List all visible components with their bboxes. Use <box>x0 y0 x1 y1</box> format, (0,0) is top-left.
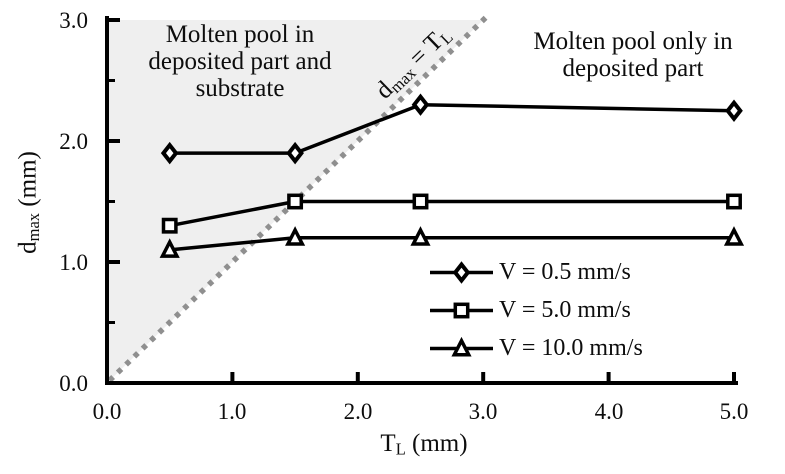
y-tick-label: 0.0 <box>59 371 88 396</box>
legend-label-v0.5: V = 0.5 mm/s <box>499 259 631 285</box>
square-marker <box>453 302 470 319</box>
y-axis-title-base: d <box>14 241 42 254</box>
diamond-marker <box>286 141 304 165</box>
x-tick-label: 1.0 <box>217 399 247 424</box>
series-line-1 <box>169 199 734 228</box>
axes-frame <box>105 16 738 385</box>
y-tick-label: 1.0 <box>59 250 88 275</box>
square-marker <box>161 217 178 234</box>
square-marker <box>726 193 742 210</box>
square-marker <box>287 193 304 210</box>
x-axis-title-rest: (mm) <box>405 430 468 457</box>
x-tick-label: 3.0 <box>468 399 498 424</box>
legend-label-v10.0: V = 10.0 mm/s <box>499 335 643 361</box>
annotation-molten-pool-deposited: Molten pool only in deposited part <box>533 28 733 82</box>
y-axis-title: dmax (mm) <box>14 53 44 353</box>
triangle-marker <box>723 226 745 246</box>
triangle-marker <box>159 238 180 258</box>
series-line-2 <box>169 236 734 252</box>
annotation-molten-pool-substrate: Molten pool in deposited part and substr… <box>148 21 332 102</box>
y-tick-label: 2.0 <box>59 129 88 154</box>
reference-dotted-line <box>107 11 492 383</box>
y-axis-title-rest: (mm) <box>14 151 42 213</box>
x-tick-label: 0.0 <box>92 399 122 424</box>
triangle-marker <box>410 226 431 246</box>
triangle-marker <box>285 226 306 246</box>
diamond-marker <box>452 261 471 284</box>
x-tick-label: 2.0 <box>343 399 373 424</box>
y-axis-title-sub: max <box>24 212 44 242</box>
x-axis-title: TL (mm) <box>324 430 524 457</box>
x-axis-title-base: T <box>380 430 396 457</box>
series-line-0 <box>169 102 735 155</box>
x-tick-label: 4.0 <box>594 399 624 424</box>
legend-label-v5.0: V = 5.0 mm/s <box>499 297 631 323</box>
y-tick-label: 3.0 <box>59 8 88 33</box>
square-marker <box>412 193 429 210</box>
diamond-marker <box>160 141 179 165</box>
x-axis-title-sub: L <box>395 439 406 459</box>
triangle-marker <box>451 336 472 357</box>
diamond-marker <box>725 99 743 122</box>
diamond-marker <box>411 93 430 116</box>
x-tick-label: 5.0 <box>719 399 749 424</box>
